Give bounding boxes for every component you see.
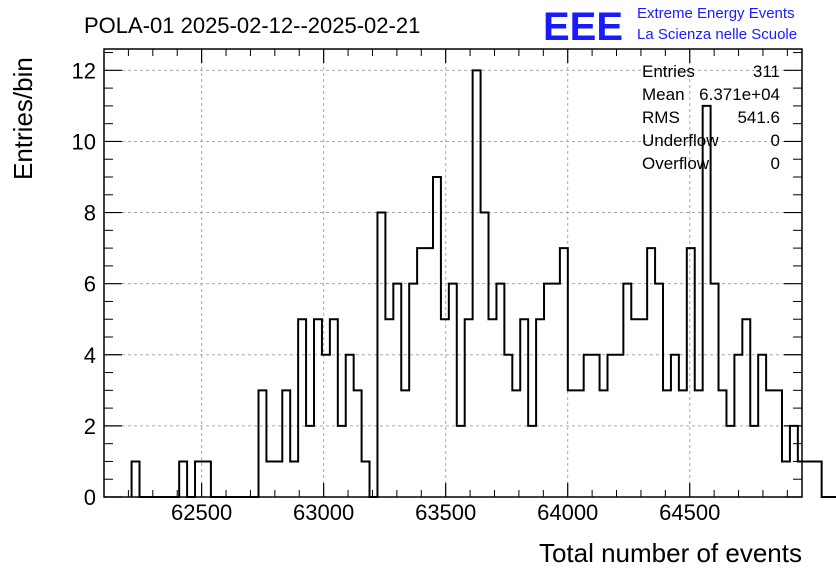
y-axis-label: Entries/bin (8, 57, 38, 180)
chart-title: POLA-01 2025-02-12--2025-02-21 (84, 13, 420, 38)
logo-mark: EEE (543, 5, 623, 49)
stats-box: Entries 311 Mean 6.371e+04 RMS 541.6 Und… (642, 62, 780, 173)
logo-line2: La Scienza nelle Scuole (637, 26, 797, 43)
histogram-outline (130, 69, 836, 498)
x-axis-label: Total number of events (539, 538, 802, 568)
stats-mean-value: 6.371e+04 (699, 85, 780, 104)
stats-rms-label: RMS (642, 108, 680, 127)
y-tick-label: 12 (72, 58, 96, 83)
stats-underflow-value: 0 (771, 131, 780, 150)
eee-logo: EEE Extreme Energy Events La Scienza nel… (543, 5, 797, 49)
y-tick-label: 0 (84, 485, 96, 510)
stats-overflow-value: 0 (771, 154, 780, 173)
y-tick-label: 4 (84, 343, 96, 368)
stats-overflow-label: Overflow (642, 154, 710, 173)
x-axis: 62500 63000 63500 64000 64500 (103, 49, 788, 525)
x-tick-label: 62500 (171, 500, 232, 525)
x-tick-label: 64500 (659, 500, 720, 525)
y-tick-label: 10 (72, 129, 96, 154)
x-tick-label: 63500 (415, 500, 476, 525)
y-tick-label: 8 (84, 201, 96, 226)
stats-rms-value: 541.6 (737, 108, 780, 127)
stats-entries-value: 311 (753, 62, 780, 81)
stats-entries-label: Entries (642, 62, 695, 81)
y-tick-label: 2 (84, 414, 96, 439)
y-axis: 0 2 4 6 8 10 12 (72, 52, 802, 510)
x-tick-label: 63000 (293, 500, 354, 525)
plot-frame (103, 48, 803, 498)
stats-mean-label: Mean (642, 85, 685, 104)
stats-underflow-label: Underflow (642, 131, 719, 150)
x-tick-label: 64000 (537, 500, 598, 525)
logo-line1: Extreme Energy Events (637, 5, 795, 22)
y-tick-label: 6 (84, 272, 96, 297)
grid-lines (104, 49, 802, 497)
